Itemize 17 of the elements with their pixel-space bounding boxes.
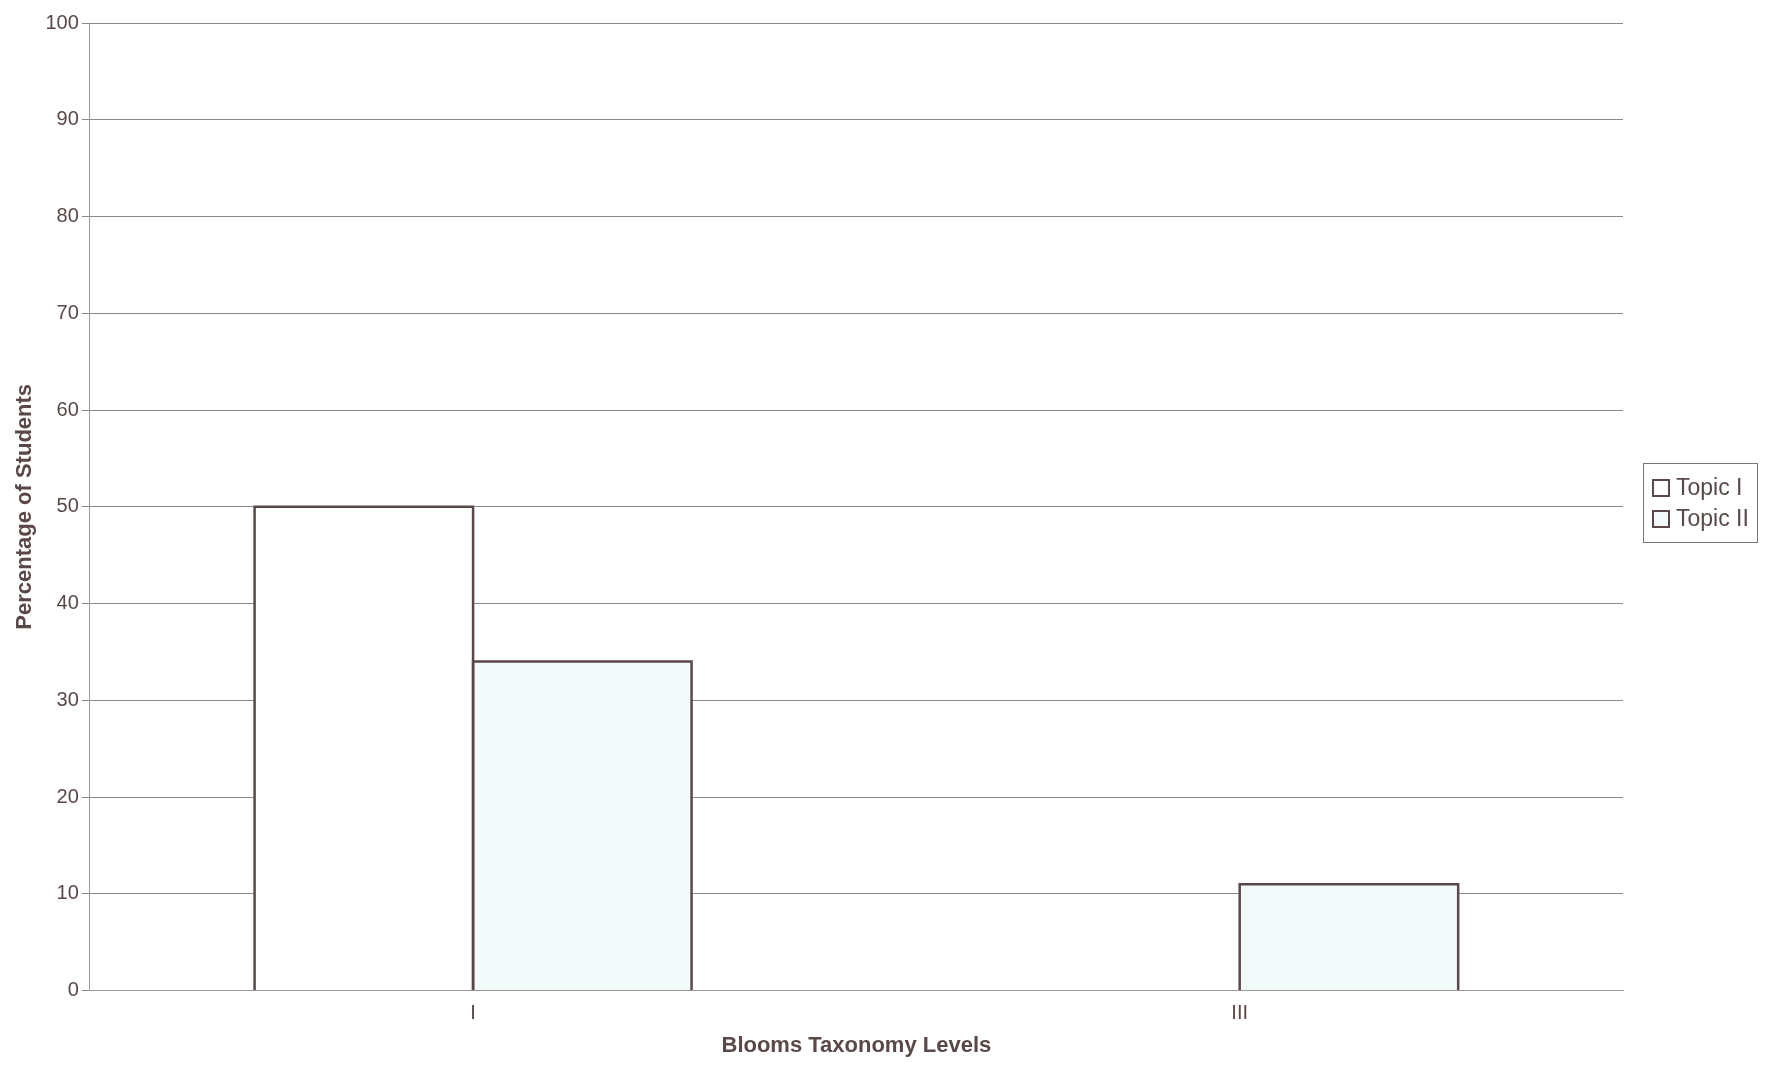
x-tick-label: III <box>1231 1001 1249 1024</box>
y-tick-label: 60 <box>56 397 79 420</box>
y-tick-label: 80 <box>56 204 79 227</box>
y-tick-label: 50 <box>56 494 79 517</box>
y-axis-title: Percentage of Students <box>11 383 37 630</box>
y-tick-label: 40 <box>56 591 79 614</box>
y-tick-label: 10 <box>56 881 79 904</box>
x-axis-title: Blooms Taxonomy Levels <box>721 1031 992 1057</box>
y-tick-label: 90 <box>56 107 79 130</box>
text: Topic II <box>1676 505 1749 532</box>
text: Topic I <box>1676 474 1743 501</box>
y-tick-label: 0 <box>67 978 79 1001</box>
y-tick-label: 20 <box>56 784 79 807</box>
y-tick-label: 30 <box>56 687 79 710</box>
y-tick-label: 70 <box>56 300 79 323</box>
y-tick-label: 100 <box>45 10 79 33</box>
x-tick-label: I <box>470 1001 476 1024</box>
